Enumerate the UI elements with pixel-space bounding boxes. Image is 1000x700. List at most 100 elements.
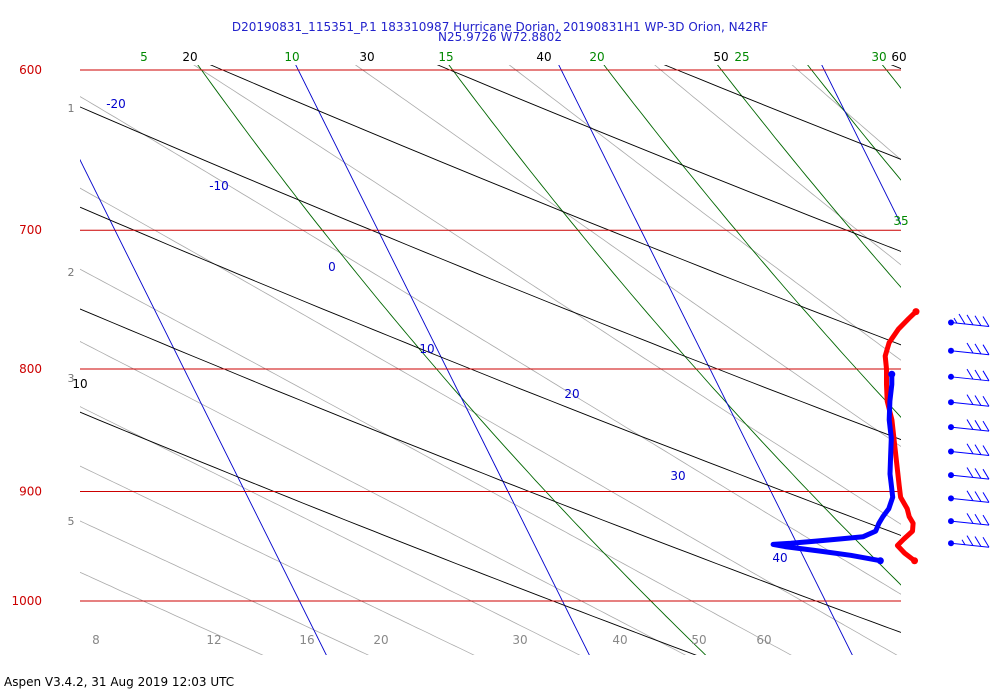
wind-barb-shaft xyxy=(950,474,990,480)
wind-barb-flag xyxy=(974,513,982,525)
wind-barb-flag xyxy=(966,513,974,524)
wind-barb-flag xyxy=(966,394,974,405)
wind-barb xyxy=(948,443,990,456)
temperature-tick-label: 16 xyxy=(299,633,314,647)
moist-adiabat xyxy=(508,65,901,361)
height-tick-label: 5 xyxy=(68,515,75,528)
wind-barb xyxy=(948,342,990,356)
wind-barb-flag xyxy=(966,490,974,501)
temperature-tick-label: 12 xyxy=(206,633,221,647)
pressure-tick-label: 800 xyxy=(19,362,42,376)
isotherm-tick-label: -20 xyxy=(106,97,126,111)
pressure-tick-label: 600 xyxy=(19,63,42,77)
isotherm-lines xyxy=(0,0,901,662)
dewpoint-point xyxy=(876,557,884,565)
mixing-ratio-tick-label: 25 xyxy=(734,50,749,64)
wind-barb-flag xyxy=(982,492,990,503)
mixing-ratio-line xyxy=(922,35,1000,662)
mixing-ratio-line xyxy=(448,65,901,586)
isotherm-tick-label: 40 xyxy=(772,551,787,565)
wind-barb-flag xyxy=(974,491,982,502)
dry-adiabat-tick-label: 60 xyxy=(891,50,906,64)
wind-barb-flag xyxy=(974,536,982,547)
wind-barb-flag xyxy=(982,537,990,548)
pressure-tick-label: 900 xyxy=(19,484,42,498)
wind-barb-flag xyxy=(966,368,974,380)
wind-barb xyxy=(948,513,990,526)
moist-adiabat xyxy=(80,520,369,655)
temperature-trace xyxy=(882,309,918,563)
mixing-ratio-tick-label: 10 xyxy=(284,50,299,64)
dry-adiabat-line xyxy=(80,206,901,536)
wind-barb-shaft xyxy=(950,520,990,526)
mixing-ratio-tick-label: 20 xyxy=(589,50,604,64)
isotherm-tick-label: 0 xyxy=(328,260,336,274)
wind-barb-flag xyxy=(982,514,990,526)
isotherm-line xyxy=(558,65,853,655)
wind-barb-flag xyxy=(982,396,990,407)
wind-barb-flag xyxy=(982,370,990,382)
mixing-ratio-tick-label: 15 xyxy=(438,50,453,64)
wind-barb-flag xyxy=(982,468,990,480)
moist-adiabat xyxy=(80,406,581,655)
mixing-ratio-tick-label: 35 xyxy=(893,214,908,228)
dewpoint-point xyxy=(888,370,896,378)
wind-barb-flag xyxy=(966,342,974,354)
wind-barb-shaft xyxy=(950,497,990,503)
moist-adiabat xyxy=(80,187,898,655)
wind-barb-flag xyxy=(966,467,974,478)
dry-adiabat-line xyxy=(80,106,901,441)
moist-adiabat xyxy=(654,65,901,266)
moist-adiabat xyxy=(80,465,475,655)
isotherm-tick-label: 30 xyxy=(670,469,685,483)
wind-barb xyxy=(948,313,990,328)
mixing-ratio-line xyxy=(717,65,901,289)
wind-barb-flag xyxy=(974,468,982,479)
wind-barb-half-flag xyxy=(953,317,958,324)
wind-barb-flag xyxy=(966,443,974,455)
temperature-tick-label: 20 xyxy=(373,633,388,647)
mixing-ratio-tick-label: 5 xyxy=(140,50,148,64)
mixing-ratio-line xyxy=(881,65,901,89)
temperature-tick-label: 8 xyxy=(92,633,100,647)
temperature-tick-label: 60 xyxy=(756,633,771,647)
wind-barb-shaft xyxy=(950,450,990,456)
wind-barb-flag xyxy=(982,344,990,355)
temperature-point xyxy=(912,308,920,316)
wind-barb-flag xyxy=(974,395,982,406)
isotherm-tick-label: 20 xyxy=(564,387,579,401)
moist-adiabat xyxy=(80,341,687,655)
mixing-ratio-tick-label: 30 xyxy=(871,50,886,64)
wind-barb-flag xyxy=(974,315,982,326)
isotherm-line xyxy=(80,158,327,655)
wind-barb-flag xyxy=(958,313,966,325)
dry-adiabat-tick-label: 40 xyxy=(536,50,551,64)
chart-title: D20190831_115351_P.1 183310987 Hurricane… xyxy=(231,20,769,34)
wind-barb-shaft xyxy=(950,426,990,432)
wind-barb-shaft xyxy=(950,376,990,382)
wind-barb-shaft xyxy=(950,350,990,356)
wind-barb xyxy=(948,368,990,382)
wind-barb-flag xyxy=(974,444,982,455)
moist-adiabat xyxy=(791,65,901,161)
isotherm-line xyxy=(0,0,67,662)
dry-adiabat-tick-label: 30 xyxy=(359,50,374,64)
software-footer: Aspen V3.4.2, 31 Aug 2019 12:03 UTC xyxy=(4,675,235,689)
sounding-traces xyxy=(770,308,920,565)
pressure-tick-label: 1000 xyxy=(11,594,42,608)
wind-barb-shaft xyxy=(950,542,990,548)
temperature-tick-label: 30 xyxy=(512,633,527,647)
wind-barb-flag xyxy=(966,535,974,546)
height-tick-label: 3 xyxy=(68,372,75,385)
wind-barb xyxy=(948,467,990,480)
height-tick-label: 1 xyxy=(68,102,75,115)
wind-barb-flag xyxy=(982,316,990,327)
temperature-tick-label: 50 xyxy=(691,633,706,647)
wind-barb-flag xyxy=(982,420,990,432)
dry-adiabat-line xyxy=(890,65,901,70)
mixing-ratio-lines xyxy=(197,35,1000,662)
dry-adiabat-tick-label: 20 xyxy=(182,50,197,64)
isotherm-tick-label: 10 xyxy=(419,342,434,356)
